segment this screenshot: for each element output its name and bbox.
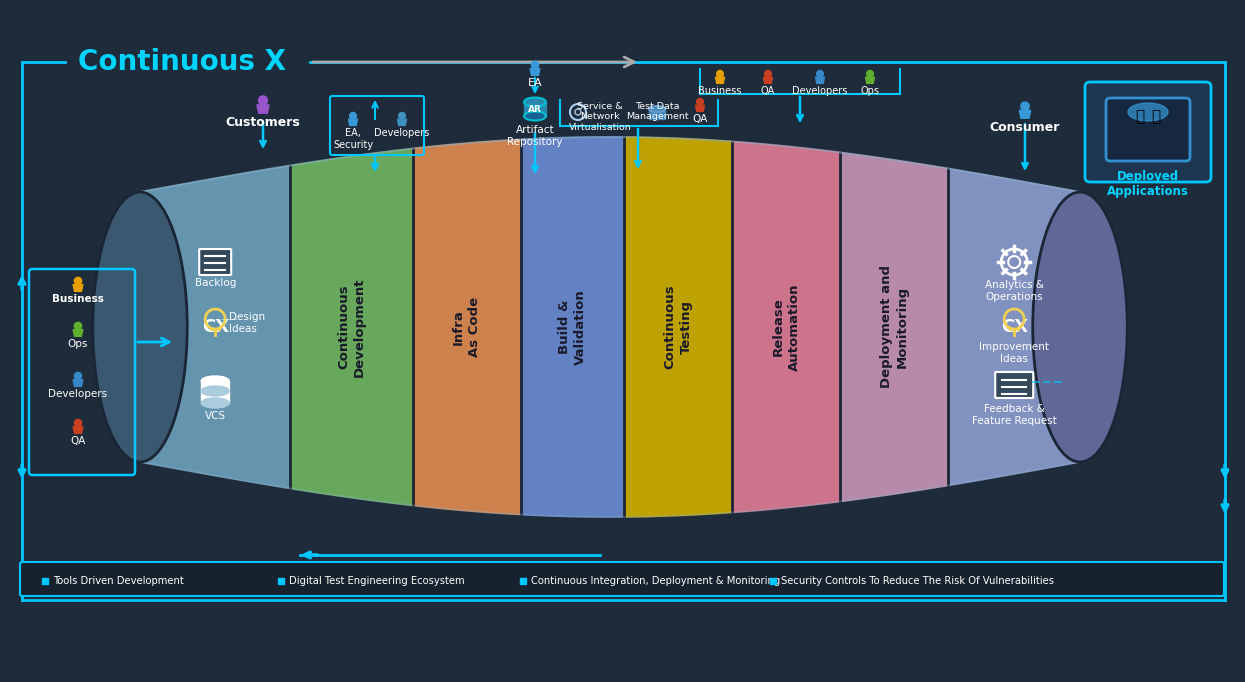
Text: Service &
Network
Virtualisation: Service & Network Virtualisation [569, 102, 631, 132]
Text: Ops: Ops [860, 86, 879, 96]
Ellipse shape [524, 111, 547, 121]
Polygon shape [840, 153, 949, 501]
Polygon shape [696, 105, 705, 111]
Text: QA: QA [70, 436, 86, 446]
Polygon shape [1020, 110, 1031, 118]
Text: CX: CX [1001, 318, 1028, 336]
Polygon shape [949, 168, 1079, 486]
Circle shape [75, 323, 82, 329]
Polygon shape [73, 329, 83, 336]
Circle shape [75, 278, 82, 284]
Text: Analytics &
Operations: Analytics & Operations [985, 280, 1043, 301]
Ellipse shape [1033, 192, 1127, 462]
Circle shape [398, 113, 406, 119]
Text: VCS: VCS [204, 411, 225, 421]
Polygon shape [349, 119, 357, 125]
Bar [42, 578, 49, 584]
Text: Customers: Customers [225, 116, 300, 129]
Bar [524, 102, 547, 116]
Text: Deployed
Applications: Deployed Applications [1107, 170, 1189, 198]
Circle shape [75, 372, 82, 380]
Text: Build &
Validation: Build & Validation [558, 289, 586, 365]
Text: Feedback &
Feature Request: Feedback & Feature Request [972, 404, 1057, 426]
Text: QA: QA [761, 86, 776, 96]
Text: Developers: Developers [375, 128, 430, 138]
Text: Backlog: Backlog [194, 278, 235, 288]
Polygon shape [732, 142, 840, 512]
Text: Tools Driven Development: Tools Driven Development [54, 576, 184, 586]
Text: Continuous
Testing: Continuous Testing [664, 284, 692, 370]
Polygon shape [73, 284, 83, 291]
Ellipse shape [202, 376, 229, 386]
Bar [649, 109, 665, 119]
Ellipse shape [202, 386, 229, 396]
Bar [769, 578, 776, 584]
Text: Consumer: Consumer [990, 121, 1061, 134]
Text: Test Data
Management: Test Data Management [626, 102, 688, 121]
Polygon shape [624, 137, 732, 517]
Polygon shape [815, 77, 824, 83]
Text: Business: Business [52, 294, 103, 304]
Text: EA,
Security: EA, Security [332, 128, 374, 149]
Text: Security Controls To Reduce The Risk Of Vulnerabilities: Security Controls To Reduce The Risk Of … [781, 576, 1055, 586]
Polygon shape [865, 77, 874, 83]
Polygon shape [716, 77, 725, 83]
Bar [520, 578, 525, 584]
Ellipse shape [649, 106, 665, 112]
Circle shape [350, 113, 356, 119]
FancyBboxPatch shape [199, 249, 232, 275]
Bar [202, 381, 229, 403]
Circle shape [1021, 102, 1030, 110]
FancyBboxPatch shape [1106, 98, 1190, 161]
Bar [278, 578, 284, 584]
Circle shape [697, 98, 703, 105]
Ellipse shape [524, 98, 547, 106]
FancyBboxPatch shape [1084, 82, 1211, 182]
Text: Developers: Developers [49, 389, 107, 399]
Polygon shape [290, 149, 412, 505]
FancyBboxPatch shape [20, 562, 1224, 596]
Polygon shape [73, 380, 83, 386]
Text: Artifact
Repository: Artifact Repository [507, 125, 563, 147]
Text: Release
Automation: Release Automation [772, 283, 801, 371]
Text: Business: Business [698, 86, 742, 96]
Text: 📱: 📱 [1135, 110, 1144, 125]
Text: Deployment and
Monitoring: Deployment and Monitoring [880, 265, 909, 389]
Ellipse shape [1128, 103, 1168, 121]
Text: QA: QA [692, 114, 707, 124]
Text: Continuous
Development: Continuous Development [337, 278, 366, 376]
Polygon shape [397, 119, 407, 125]
Text: Continuous Integration, Deployment & Monitoring: Continuous Integration, Deployment & Mon… [532, 576, 781, 586]
Ellipse shape [202, 398, 229, 408]
Polygon shape [530, 69, 540, 75]
Text: EA: EA [528, 78, 543, 88]
Circle shape [717, 70, 723, 77]
Polygon shape [520, 137, 624, 517]
Text: Infra
As Code: Infra As Code [452, 297, 481, 357]
Polygon shape [256, 105, 269, 113]
Polygon shape [73, 426, 83, 433]
Text: AR: AR [528, 104, 542, 113]
Text: CX: CX [202, 318, 229, 336]
Polygon shape [412, 139, 520, 514]
Circle shape [532, 61, 539, 69]
Circle shape [764, 70, 772, 77]
Text: Continuous X: Continuous X [78, 48, 286, 76]
Text: Developers: Developers [792, 86, 848, 96]
Circle shape [817, 70, 823, 77]
Polygon shape [139, 166, 290, 488]
Circle shape [867, 70, 873, 77]
Circle shape [75, 419, 82, 426]
Text: Digital Test Engineering Ecosystem: Digital Test Engineering Ecosystem [289, 576, 464, 586]
Polygon shape [763, 77, 773, 83]
Circle shape [259, 96, 268, 105]
Text: Improvement
Ideas: Improvement Ideas [980, 342, 1050, 364]
Text: 🖥: 🖥 [1152, 110, 1160, 125]
Text: Ops: Ops [67, 339, 88, 349]
Text: Design
Ideas: Design Ideas [229, 312, 265, 333]
Ellipse shape [92, 192, 187, 462]
FancyBboxPatch shape [995, 372, 1033, 398]
